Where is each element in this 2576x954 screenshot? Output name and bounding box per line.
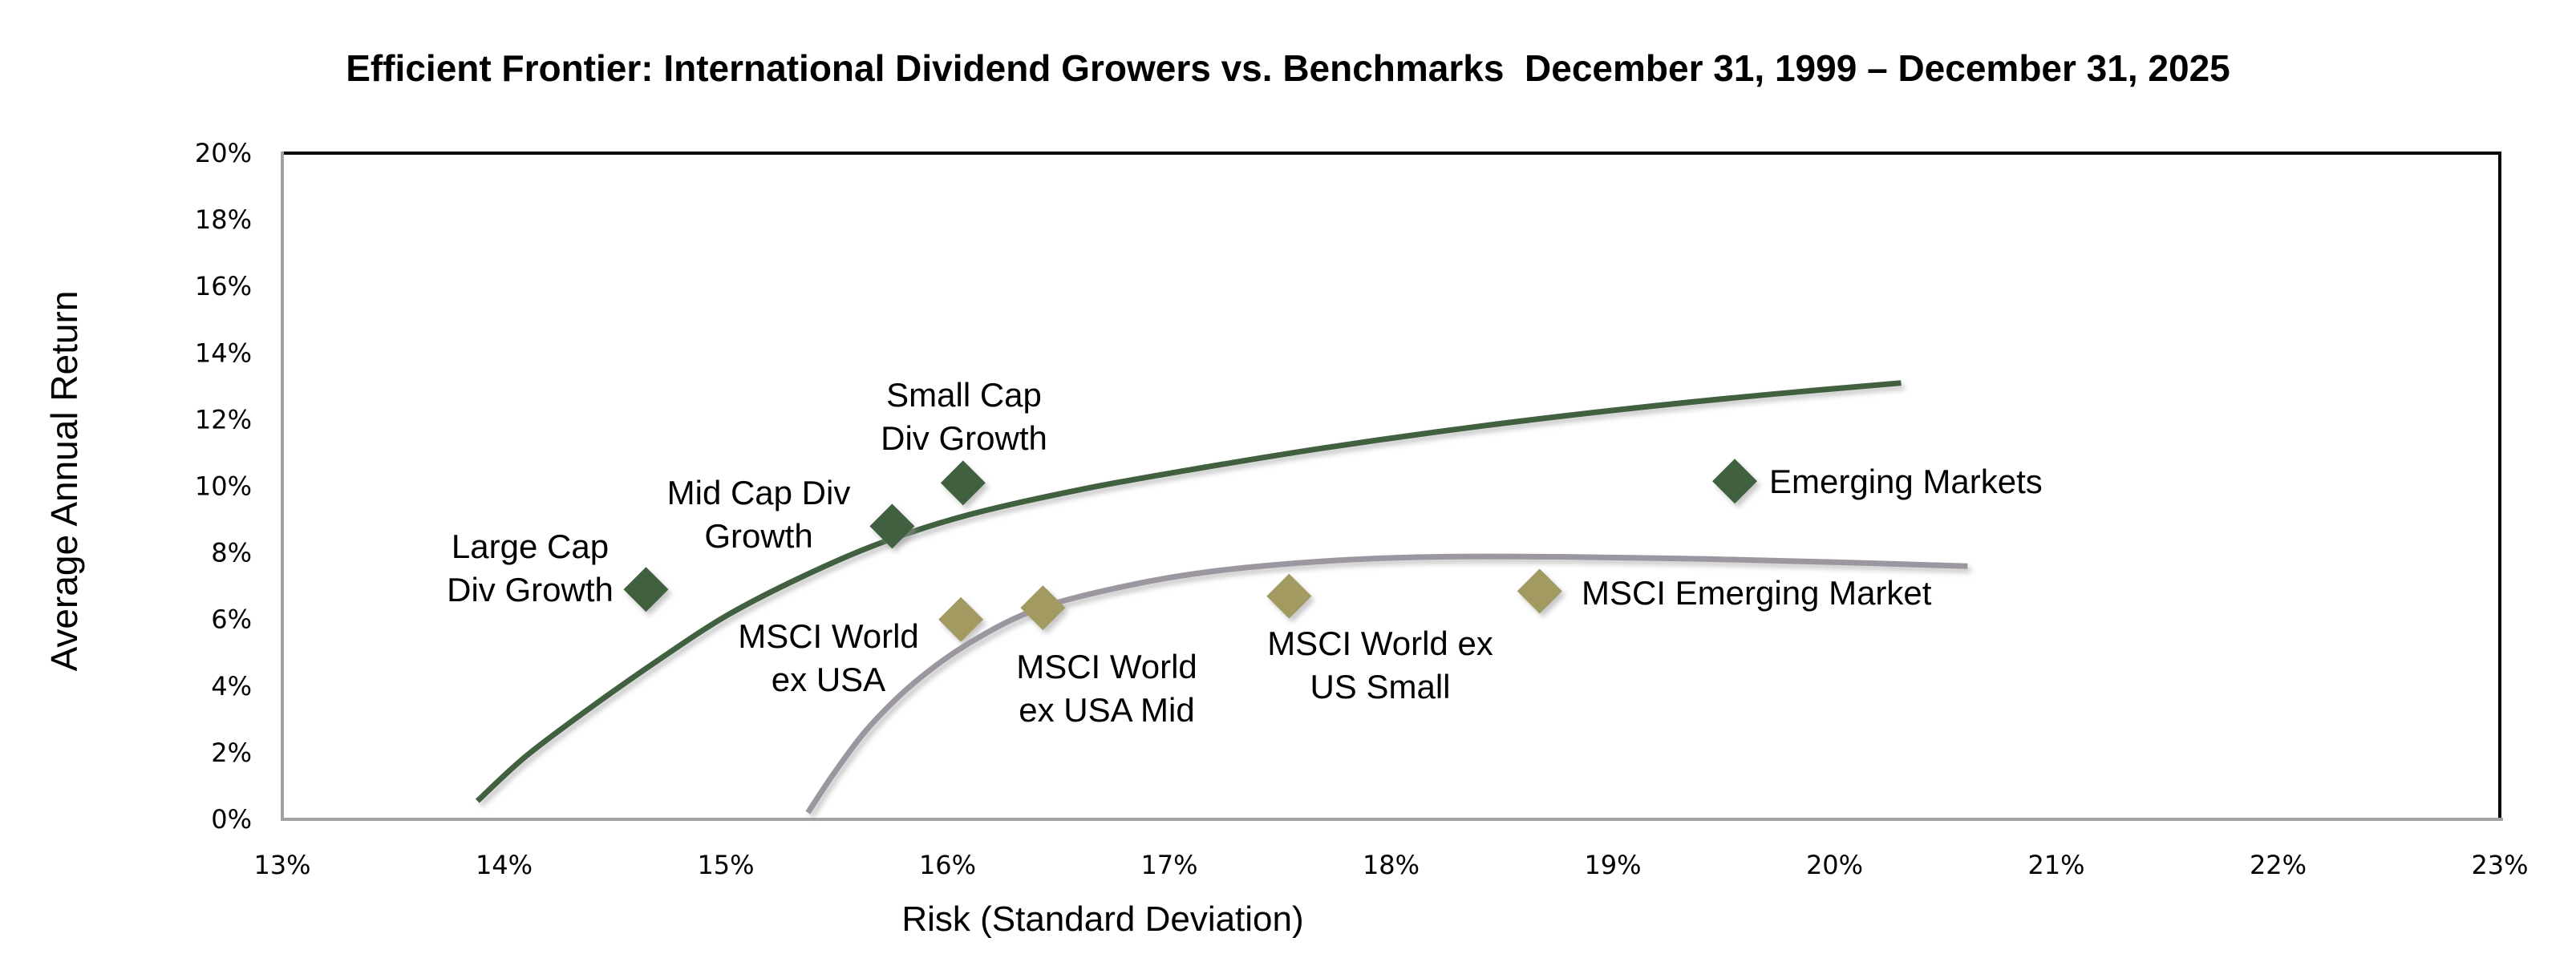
data-point-msci-emerging-market — [1517, 568, 1562, 614]
y-tick-label: 0% — [211, 804, 252, 835]
dividend-growers-frontier-curve — [475, 380, 1902, 803]
x-tick-label: 21% — [2027, 850, 2084, 880]
data-point-msci-world-ex-usa — [938, 596, 984, 642]
x-tick-label: 18% — [1363, 850, 1420, 880]
chart-title: Efficient Frontier: International Divide… — [346, 47, 2230, 89]
point-label-mid-cap-div-growth: Growth — [704, 517, 812, 555]
x-tick-label: 15% — [697, 850, 754, 880]
point-label-large-cap-div-growth: Large Cap — [452, 528, 609, 565]
data-point-large-cap-div-growth — [623, 567, 669, 612]
benchmarks-frontier-curve — [805, 553, 1968, 815]
point-label-emerging-markets: Emerging Markets — [1769, 463, 2043, 500]
y-tick-label: 16% — [195, 271, 252, 301]
point-label-large-cap-div-growth: Div Growth — [447, 571, 614, 608]
data-point-mid-cap-div-growth — [869, 503, 915, 549]
y-tick-label: 20% — [195, 138, 252, 168]
x-tick-label: 13% — [253, 850, 310, 880]
x-tick-label: 23% — [2471, 850, 2528, 880]
point-label-small-cap-div-growth: Small Cap — [886, 376, 1042, 414]
x-tick-label: 22% — [2250, 850, 2307, 880]
x-tick-label: 14% — [476, 850, 533, 880]
data-point-small-cap-div-growth — [940, 460, 986, 506]
point-label-msci-world-ex-usa-mid: MSCI World — [1016, 648, 1197, 685]
x-tick-label: 16% — [919, 850, 976, 880]
data-point-msci-world-ex-usa-mid — [1020, 585, 1066, 631]
point-label-msci-world-ex-usa-mid: ex USA Mid — [1019, 691, 1194, 729]
point-label-msci-world-ex-us-small: US Small — [1310, 668, 1450, 705]
x-tick-label: 17% — [1140, 850, 1197, 880]
point-label-small-cap-div-growth: Div Growth — [881, 419, 1047, 457]
x-tick-label: 20% — [1806, 850, 1863, 880]
y-tick-label: 4% — [211, 671, 252, 701]
point-label-msci-world-ex-usa: ex USA — [772, 661, 885, 698]
y-tick-label: 10% — [195, 471, 252, 502]
y-tick-label: 6% — [211, 604, 252, 635]
point-label-msci-world-ex-us-small: MSCI World ex — [1267, 625, 1493, 662]
x-axis-title: Risk (Standard Deviation) — [901, 899, 1304, 939]
y-tick-label: 2% — [211, 738, 252, 768]
data-point-emerging-markets — [1712, 459, 1758, 504]
data-point-msci-world-ex-us-small — [1266, 573, 1312, 619]
y-tick-label: 8% — [211, 538, 252, 568]
point-label-msci-emerging-market: MSCI Emerging Market — [1582, 574, 1932, 612]
y-tick-label: 12% — [195, 404, 252, 435]
y-tick-label: 14% — [195, 338, 252, 368]
point-label-msci-world-ex-usa: MSCI World — [738, 617, 919, 655]
point-label-mid-cap-div-growth: Mid Cap Div — [667, 474, 851, 511]
y-tick-label: 18% — [195, 204, 252, 235]
x-tick-label: 19% — [1584, 850, 1641, 880]
